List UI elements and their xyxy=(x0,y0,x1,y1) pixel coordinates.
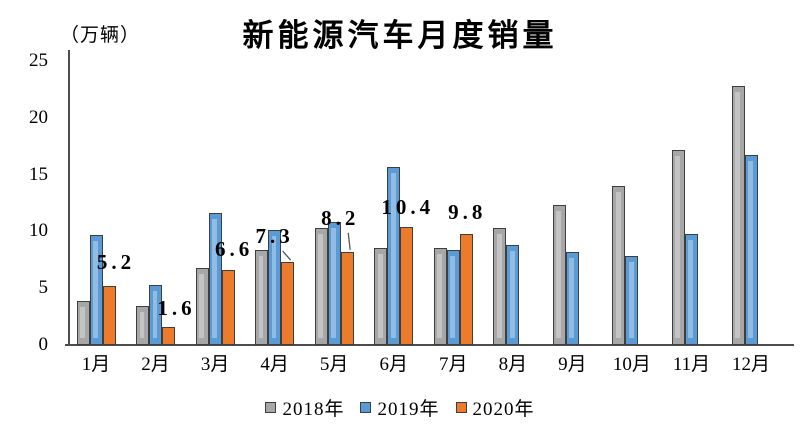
x-tick-label: 11月 xyxy=(672,354,711,375)
bar-2018-m4 xyxy=(255,250,269,345)
bar-highlight xyxy=(747,161,753,338)
x-tick-label: 12月 xyxy=(732,354,771,375)
bar-2019-m9 xyxy=(565,252,579,345)
bar-2019-m2 xyxy=(149,285,163,345)
legend-swatch-2020 xyxy=(455,402,467,413)
bar-2019-m5 xyxy=(327,222,341,345)
bar-2019-m10 xyxy=(625,256,639,345)
x-axis-line xyxy=(65,344,794,346)
data-label: 9.8 xyxy=(448,199,487,224)
bar-highlight xyxy=(199,274,204,338)
bar-2019-m12 xyxy=(744,155,758,345)
bar-2018-m8 xyxy=(493,228,507,345)
bar-highlight xyxy=(556,211,562,338)
x-tick-label: 2月 xyxy=(141,354,170,375)
bar-2018-m11 xyxy=(672,150,685,345)
bar-2019-m4 xyxy=(268,230,282,345)
bar-highlight xyxy=(331,228,336,338)
bar-highlight xyxy=(734,92,740,338)
bar-highlight xyxy=(92,241,98,338)
bar-highlight xyxy=(79,307,85,338)
bar-highlight xyxy=(450,256,456,338)
bar-2020-m1 xyxy=(102,286,116,345)
bar-highlight xyxy=(258,256,264,338)
bar-2020-m6 xyxy=(400,227,414,345)
bar-highlight xyxy=(377,254,383,338)
bar-2018-m1 xyxy=(76,301,90,345)
data-label: 10.4 xyxy=(381,194,435,219)
y-tick-label: 20 xyxy=(29,106,48,128)
legend-item-2020: 2020年 xyxy=(455,394,535,421)
bar-2018-m12 xyxy=(731,86,745,345)
bar-2020-m2 xyxy=(162,327,176,345)
legend-item-2018: 2018年 xyxy=(265,394,344,421)
chart-title: 新能源汽车月度销量 xyxy=(242,18,558,53)
bar-2019-m3 xyxy=(208,213,222,345)
leader-line xyxy=(347,232,351,250)
x-tick-label: 4月 xyxy=(260,354,289,375)
x-tick-label: 7月 xyxy=(439,354,468,375)
x-tick-label: 1月 xyxy=(81,354,111,375)
y-axis-unit-label: （万辆） xyxy=(60,25,141,46)
x-tick-label: 6月 xyxy=(379,354,408,375)
bar-2019-m7 xyxy=(446,250,460,345)
bar-highlight xyxy=(318,234,323,338)
data-label: 6.6 xyxy=(214,237,254,262)
legend-item-2019: 2019年 xyxy=(360,394,439,421)
y-tick-label: 15 xyxy=(29,163,48,185)
bar-2018-m3 xyxy=(195,268,209,345)
bar-2018-m7 xyxy=(433,248,447,345)
x-tick-label: 9月 xyxy=(558,354,587,375)
data-label: 1.6 xyxy=(157,295,196,320)
bar-highlight xyxy=(496,234,502,338)
bar-highlight xyxy=(688,240,694,338)
bar-2019-m11 xyxy=(685,234,698,345)
bar-2020-m7 xyxy=(459,234,473,345)
legend-label-2020: 2020年 xyxy=(472,399,535,420)
bar-highlight xyxy=(628,262,634,338)
y-tick-label: 25 xyxy=(29,50,48,71)
legend-swatch-2019 xyxy=(360,402,372,413)
data-label: 8.2 xyxy=(321,205,360,230)
bar-2019-m1 xyxy=(89,235,103,345)
bar-highlight xyxy=(437,254,443,338)
data-label: 5.2 xyxy=(96,249,136,274)
bar-highlight xyxy=(271,236,277,338)
bar-2018-m6 xyxy=(374,248,388,345)
x-tick-label: 3月 xyxy=(200,354,230,375)
x-tick-label: 8月 xyxy=(498,354,528,375)
x-tick-label: 5月 xyxy=(319,354,349,375)
bar-highlight xyxy=(139,312,145,338)
legend-label-2018: 2018年 xyxy=(282,399,345,420)
data-label: 7.3 xyxy=(255,224,294,249)
bar-highlight xyxy=(212,219,217,338)
bar-2019-m8 xyxy=(506,245,520,345)
bar-2018-m2 xyxy=(136,306,150,345)
bar-2020-m5 xyxy=(340,252,354,345)
bar-highlight xyxy=(390,173,396,338)
legend: 2018年 2019年 2020年 xyxy=(0,394,800,421)
bar-highlight xyxy=(569,258,575,338)
y-axis-line xyxy=(68,50,70,346)
y-tick-label: 10 xyxy=(29,220,48,242)
legend-swatch-2018 xyxy=(265,402,277,413)
y-tick-label: 0 xyxy=(38,334,49,355)
bar-2020-m3 xyxy=(221,270,235,345)
y-tick-label: 5 xyxy=(38,277,49,299)
bar-highlight xyxy=(152,291,158,338)
legend-label-2019: 2019年 xyxy=(377,399,440,420)
bar-highlight xyxy=(675,156,681,338)
bar-highlight xyxy=(509,251,515,338)
bar-2018-m5 xyxy=(314,228,328,345)
bar-2020-m4 xyxy=(281,262,295,345)
bar-2019-m6 xyxy=(387,167,401,345)
bar-2018-m10 xyxy=(612,186,626,345)
bar-2018-m9 xyxy=(552,205,566,345)
bar-highlight xyxy=(615,192,621,338)
leader-line xyxy=(282,250,292,261)
x-tick-label: 10月 xyxy=(612,354,651,375)
